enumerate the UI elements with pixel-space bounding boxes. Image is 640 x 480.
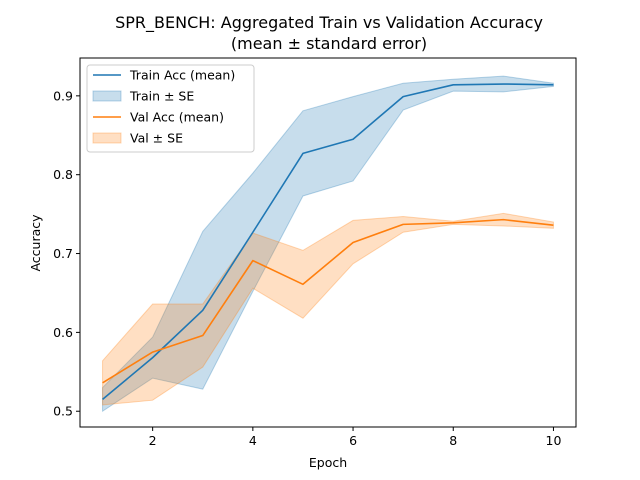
y-tick-label: 0.5: [53, 404, 73, 419]
y-axis-ticks: 0.5 0.6 0.7 0.8 0.9: [53, 88, 80, 419]
y-tick-label: 0.8: [53, 167, 73, 182]
series-0-mean-line: [102, 83, 554, 401]
error-bands: [102, 75, 554, 413]
y-tick-label: 0.6: [53, 325, 73, 340]
x-tick-label: 10: [546, 433, 562, 448]
legend-band-swatch: [92, 90, 122, 102]
series-1-mean-line: [102, 218, 554, 384]
series-0-se-band: [102, 75, 554, 413]
plot-frame: [79, 57, 577, 428]
x-axis-label: Epoch: [309, 455, 347, 470]
x-tick-label: 4: [249, 433, 257, 448]
x-axis-ticks: 2 4 6 8 10: [149, 427, 562, 448]
legend-label: Train ± SE: [129, 89, 194, 104]
x-tick-label: 8: [449, 433, 457, 448]
legend-box: [86, 64, 255, 153]
legend-label: Train Acc (mean): [129, 68, 235, 83]
y-tick-label: 0.7: [53, 246, 73, 261]
legend: Train Acc (mean) Train ± SE Val Acc (mean)…: [86, 64, 255, 153]
y-tick-label: 0.9: [53, 88, 73, 103]
chart-subtitle: (mean ± standard error): [231, 34, 427, 53]
mean-lines: [102, 83, 554, 401]
series-1-se-band: [102, 212, 554, 406]
legend-label: Val Acc (mean): [130, 110, 224, 125]
x-tick-label: 6: [349, 433, 357, 448]
legend-label: Val ± SE: [130, 131, 183, 146]
legend-band-swatch: [92, 132, 122, 144]
y-axis-label: Accuracy: [28, 214, 43, 272]
x-tick-label: 2: [149, 433, 157, 448]
chart-title: SPR_BENCH: Aggregated Train vs Validatio…: [115, 13, 543, 33]
